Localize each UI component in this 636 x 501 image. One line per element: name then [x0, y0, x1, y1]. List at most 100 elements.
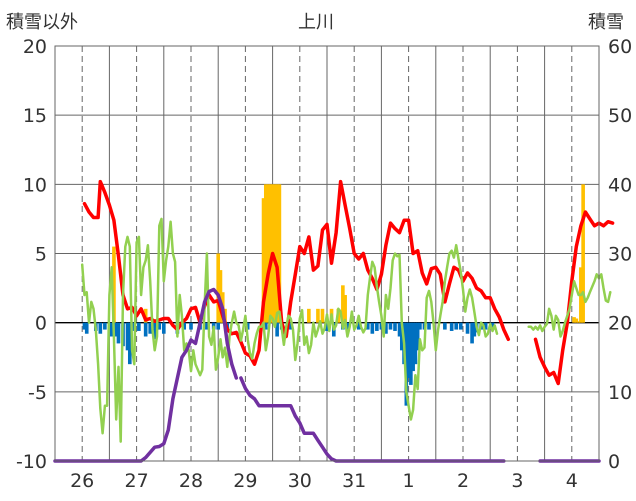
bar — [404, 322, 409, 406]
x-tick-label: 30 — [288, 470, 312, 492]
left-tick-label: 5 — [35, 244, 47, 266]
left-tick-label: -10 — [16, 451, 47, 473]
x-tick-label: 2 — [457, 470, 469, 492]
bar — [261, 198, 266, 323]
bar — [307, 308, 311, 323]
bar — [384, 322, 388, 334]
bar — [112, 246, 116, 323]
bar — [449, 322, 454, 331]
tick-labels: 20 60 15 50 10 40 5 30 0 20 -5 10 -10 0 26 27 28 29 30 31 1 2… — [16, 36, 632, 492]
series-line — [527, 273, 612, 338]
bar — [245, 322, 250, 330]
bar — [375, 322, 379, 331]
x-tick-label: 27 — [125, 470, 149, 492]
bar — [143, 322, 148, 337]
bar — [116, 322, 121, 344]
bar — [182, 322, 187, 330]
bar — [443, 322, 447, 330]
bar — [216, 253, 221, 323]
bar — [581, 184, 585, 323]
left-tick-label: 10 — [23, 174, 47, 196]
bar — [465, 322, 470, 334]
bar — [275, 322, 279, 337]
bar — [152, 322, 157, 340]
right-tick-label: 40 — [608, 174, 632, 196]
bar — [418, 322, 422, 330]
bar — [483, 322, 488, 330]
right-axis-label: 積雪 — [588, 12, 624, 33]
bar — [114, 322, 119, 337]
bar — [365, 322, 370, 330]
left-tick-label: -5 — [28, 382, 47, 404]
grid — [55, 46, 599, 461]
bar — [325, 322, 329, 331]
bar — [343, 295, 347, 323]
x-tick-label: 1 — [403, 470, 415, 492]
right-tick-label: 50 — [608, 105, 632, 127]
bar — [490, 322, 495, 330]
bar — [388, 322, 393, 330]
bar — [98, 322, 103, 334]
bar — [157, 322, 162, 330]
bar — [288, 322, 293, 330]
left-tick-label: 15 — [23, 105, 47, 127]
bar — [356, 322, 361, 330]
bar — [127, 322, 132, 365]
bar — [413, 322, 418, 365]
chart-title: 上川 — [298, 12, 334, 33]
bar — [454, 322, 459, 330]
bar — [406, 322, 411, 378]
bar — [82, 322, 87, 330]
bar — [574, 318, 579, 323]
bar — [470, 322, 474, 344]
bar — [148, 322, 153, 334]
right-tick-label: 0 — [608, 451, 620, 473]
bar — [411, 322, 415, 372]
bar — [273, 184, 277, 323]
bar — [263, 322, 268, 330]
right-tick-label: 30 — [608, 244, 632, 266]
bar — [137, 322, 141, 331]
bar — [341, 285, 345, 323]
right-tick-label: 10 — [608, 382, 632, 404]
bar — [316, 308, 320, 323]
bar — [458, 322, 463, 330]
right-tick-label: 60 — [608, 36, 632, 58]
bar — [572, 317, 576, 323]
series-line — [80, 217, 499, 443]
series-line — [533, 210, 615, 386]
bar — [576, 321, 581, 323]
bar — [103, 322, 107, 330]
bar — [320, 308, 325, 323]
bar — [397, 322, 402, 337]
bar — [266, 184, 270, 323]
x-tick-label: 28 — [179, 470, 203, 492]
plot-frame — [54, 45, 600, 462]
bar — [205, 322, 209, 330]
bar — [415, 322, 420, 351]
bar — [472, 322, 477, 337]
left-tick-label: 20 — [23, 36, 47, 58]
bar — [275, 184, 279, 323]
series-line — [239, 376, 506, 463]
bar — [268, 184, 273, 323]
x-tick-label: 26 — [70, 470, 94, 492]
bar — [161, 322, 166, 334]
right-tick-label: 20 — [608, 313, 632, 335]
bar — [345, 322, 350, 330]
bar — [84, 322, 89, 334]
bar — [216, 322, 221, 330]
left-tick-label: 0 — [35, 313, 47, 335]
line-series — [53, 179, 615, 463]
bar — [263, 184, 268, 323]
bar — [109, 322, 114, 337]
x-tick-label: 29 — [233, 470, 257, 492]
x-tick-label: 4 — [566, 470, 578, 492]
bar — [277, 184, 282, 323]
series-line — [82, 179, 511, 366]
bar — [427, 322, 431, 330]
bar — [399, 322, 404, 351]
series-line — [53, 287, 239, 463]
bar — [189, 322, 193, 330]
